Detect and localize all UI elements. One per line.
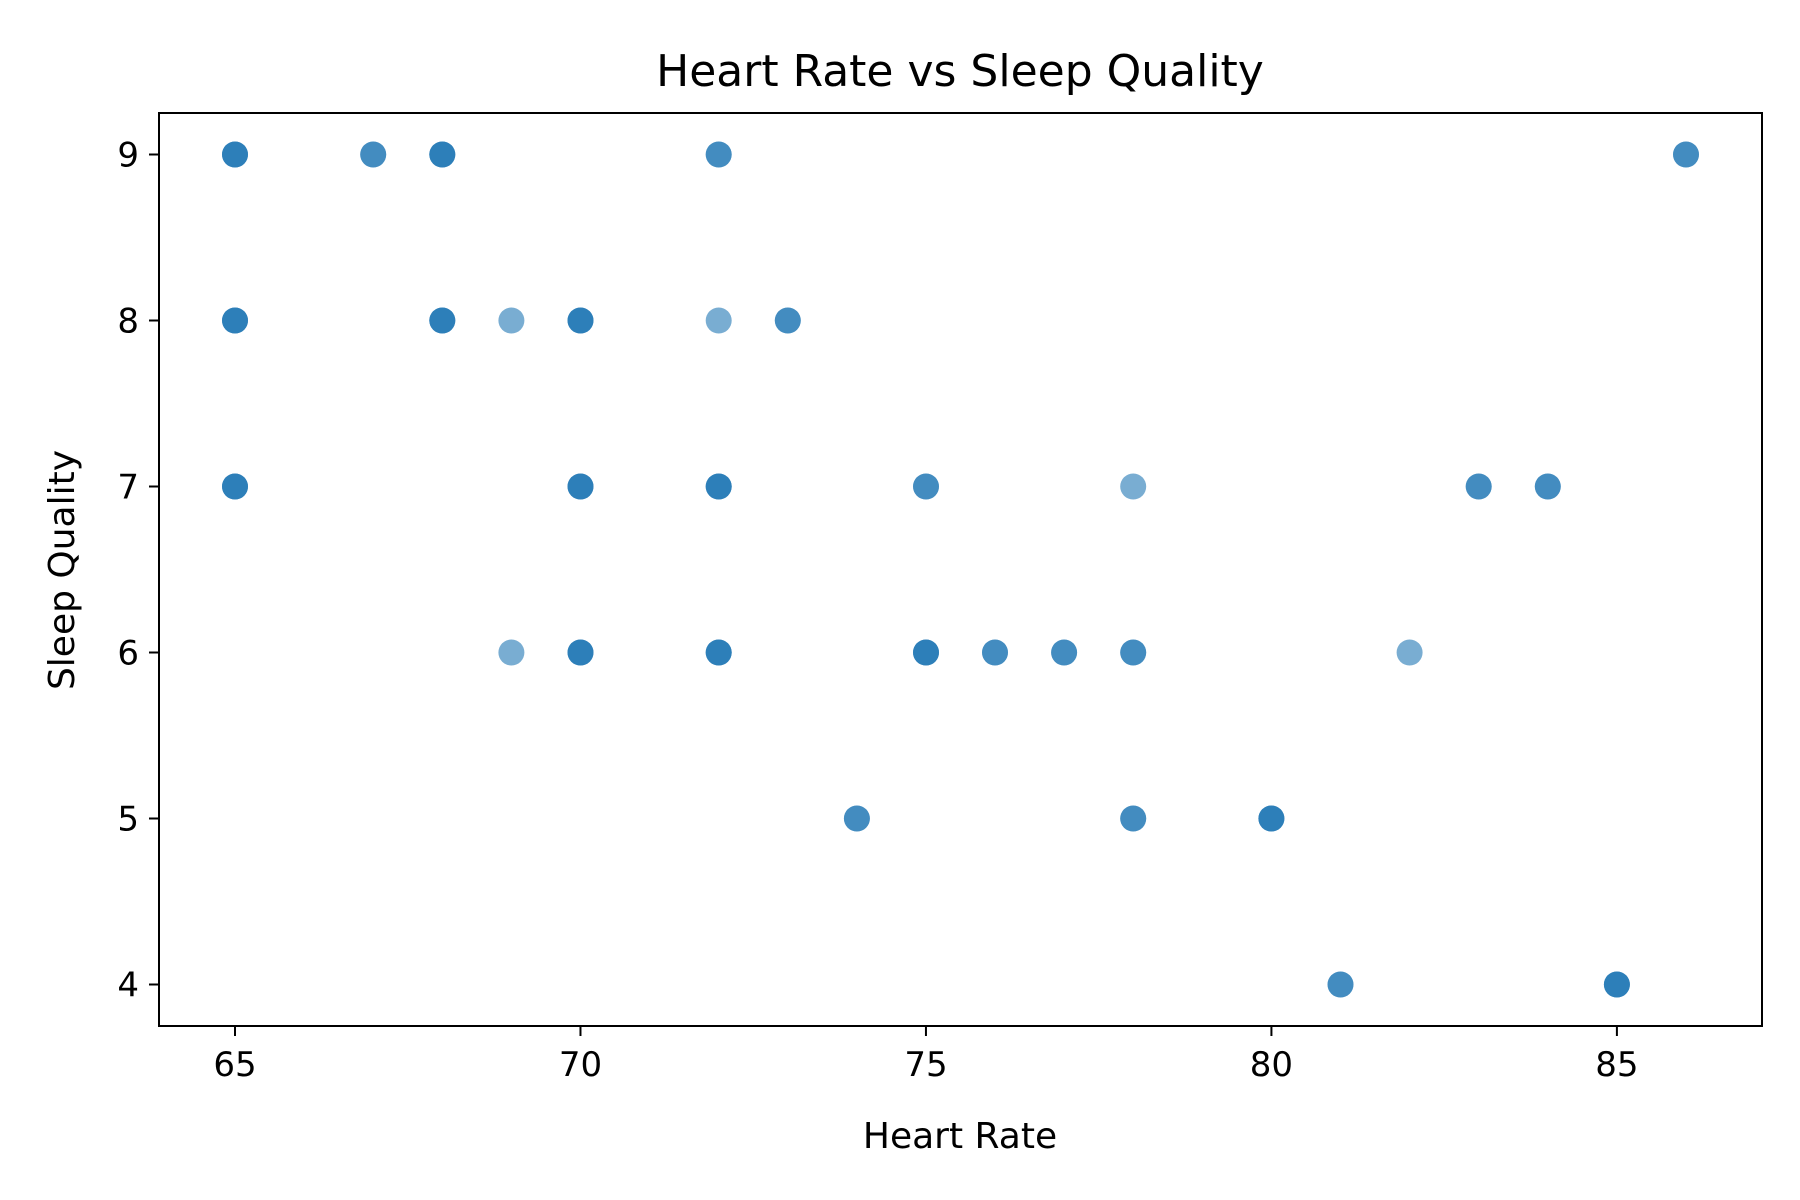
data-point: [705, 639, 732, 666]
data-point: [429, 307, 456, 334]
data-point: [567, 307, 594, 334]
data-point: [913, 473, 939, 500]
y-tick-label: 7: [117, 468, 139, 508]
data-point: [913, 639, 939, 666]
data-point: [982, 639, 1008, 666]
data-point: [498, 307, 525, 334]
data-point: [1534, 473, 1561, 500]
data-point: [429, 141, 456, 168]
data-point: [1120, 639, 1147, 666]
y-tick-label: 4: [117, 966, 139, 1006]
data-point: [843, 805, 870, 832]
points-layer: [222, 141, 1699, 998]
data-point: [1396, 639, 1423, 666]
y-tick-label: 8: [117, 302, 139, 342]
data-point: [567, 639, 594, 666]
y-tick-label: 6: [117, 634, 139, 674]
y-axis-label: Sleep Quality: [42, 450, 83, 690]
data-point: [705, 307, 732, 334]
data-point: [1051, 639, 1078, 666]
x-axis-label: Heart Rate: [863, 1116, 1057, 1157]
y-axis: 4 5 6 7 8 9: [117, 136, 159, 1006]
data-point: [1120, 805, 1147, 832]
data-point: [774, 307, 801, 334]
x-axis: 65 70 75 80 85: [213, 1026, 1639, 1085]
data-point: [1258, 805, 1285, 832]
data-point: [1603, 971, 1630, 998]
plot-frame: [158, 112, 1763, 1027]
data-point: [1465, 473, 1492, 500]
x-tick-label: 80: [1250, 1045, 1293, 1085]
data-point: [567, 473, 594, 500]
data-point: [705, 141, 732, 168]
x-tick-label: 70: [559, 1045, 602, 1085]
data-point: [222, 473, 248, 500]
chart-title: Heart Rate vs Sleep Quality: [656, 46, 1264, 97]
y-tick-label: 9: [117, 136, 139, 176]
data-point: [222, 307, 248, 334]
x-tick-label: 65: [213, 1045, 256, 1085]
data-point: [705, 473, 732, 500]
data-point: [222, 141, 248, 168]
x-tick-label: 85: [1595, 1045, 1638, 1085]
data-point: [1120, 473, 1147, 500]
data-point: [360, 141, 387, 168]
x-tick-label: 75: [904, 1045, 947, 1085]
y-tick-label: 5: [117, 800, 139, 840]
data-point: [1673, 141, 1699, 168]
data-point: [1327, 971, 1354, 998]
data-point: [498, 639, 525, 666]
